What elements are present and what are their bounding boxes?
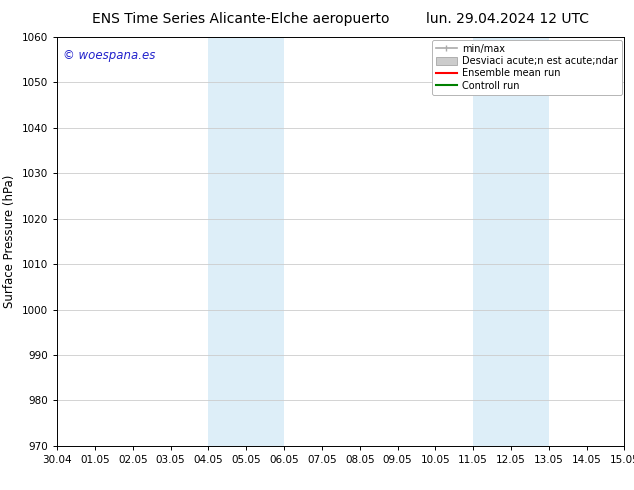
- Bar: [209, 37, 284, 446]
- Text: © woespana.es: © woespana.es: [63, 49, 155, 62]
- Text: ENS Time Series Alicante-Elche aeropuerto: ENS Time Series Alicante-Elche aeropuert…: [92, 12, 390, 26]
- Text: lun. 29.04.2024 12 UTC: lun. 29.04.2024 12 UTC: [425, 12, 589, 26]
- Y-axis label: Surface Pressure (hPa): Surface Pressure (hPa): [3, 174, 16, 308]
- Legend: min/max, Desviaci acute;n est acute;ndar, Ensemble mean run, Controll run: min/max, Desviaci acute;n est acute;ndar…: [432, 40, 621, 95]
- Bar: [473, 37, 549, 446]
